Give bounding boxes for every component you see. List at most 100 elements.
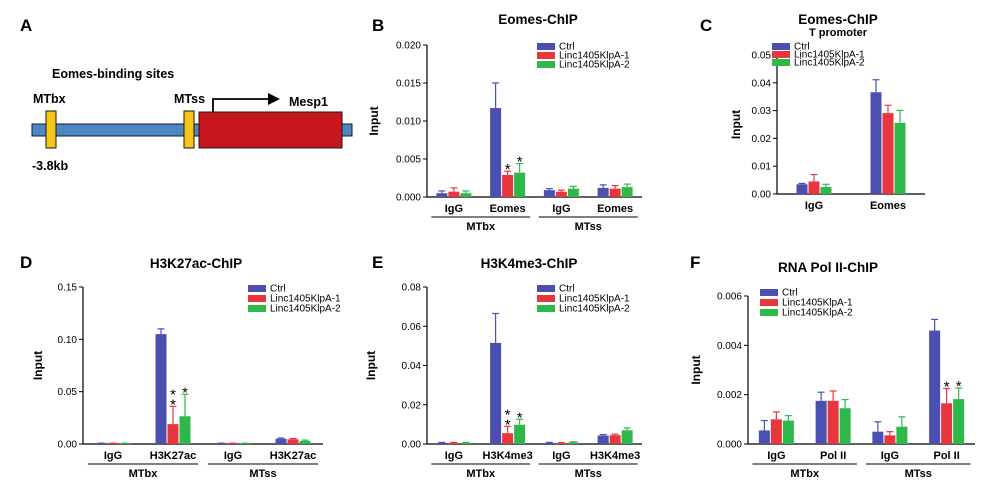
bar xyxy=(609,435,621,444)
bar xyxy=(543,190,555,197)
bar xyxy=(884,435,896,444)
bar xyxy=(815,400,827,444)
legend-swatch xyxy=(248,305,266,312)
legend-label: Linc1405KlpA-2 xyxy=(559,304,630,315)
legend-label: Linc1405KlpA-1 xyxy=(794,50,865,61)
category-label: H3K4me3 xyxy=(590,450,640,462)
category-label: H3K4me3 xyxy=(483,450,533,462)
category-label: Pol II xyxy=(933,450,959,462)
significance-star: * xyxy=(956,378,962,395)
significance-star: * xyxy=(505,161,511,178)
category-label: IgG xyxy=(767,450,785,462)
group-label: MTss xyxy=(905,468,932,480)
group-label: MTss xyxy=(575,221,602,233)
significance-star: * xyxy=(517,409,523,426)
legend-swatch xyxy=(760,309,778,316)
group-label: MTss xyxy=(575,468,602,480)
bar xyxy=(514,424,526,444)
chart-h3k4me3-chip: E H3K4me3-ChIP0.000.020.040.060.08Input**… xyxy=(364,253,642,480)
y-tick-label: 0.00 xyxy=(752,190,772,201)
bar xyxy=(827,400,839,444)
category-label: IgG xyxy=(552,203,570,215)
bar xyxy=(436,443,448,444)
bar xyxy=(167,424,179,444)
bar xyxy=(490,108,502,197)
legend-swatch xyxy=(537,52,555,59)
category-label: IgG xyxy=(224,450,242,462)
chart-title: Eomes-ChIP xyxy=(498,12,578,27)
significance-star: * xyxy=(182,384,188,401)
legend-swatch xyxy=(537,61,555,68)
bar xyxy=(567,188,579,197)
group-label: MTbx xyxy=(790,468,820,480)
y-tick-label: 0.00 xyxy=(402,440,422,451)
bar xyxy=(514,172,526,197)
panel-label: F xyxy=(690,253,700,272)
y-tick-label: 0.10 xyxy=(58,335,78,346)
site-label-mtbx: MTbx xyxy=(33,92,66,106)
significance-star: * xyxy=(505,406,511,423)
chart-title: RNA Pol II-ChIP xyxy=(778,260,878,275)
bar xyxy=(299,440,311,444)
bar xyxy=(758,430,770,444)
y-tick-label: 0.02 xyxy=(402,400,422,411)
legend-label: Linc1405KlpA-1 xyxy=(559,294,630,305)
binding-site-mtss xyxy=(183,110,195,149)
category-label: Eomes xyxy=(597,203,633,215)
significance-star: * xyxy=(944,379,950,396)
group-label: MTss xyxy=(249,468,276,480)
legend-label: Linc1405KlpA-1 xyxy=(782,298,853,309)
distance-label: -3.8kb xyxy=(32,159,68,173)
chart-title: Eomes-ChIP xyxy=(798,12,878,27)
legend-swatch xyxy=(537,295,555,302)
bar xyxy=(820,187,832,194)
y-tick-label: 0.05 xyxy=(58,387,78,398)
chart-h3k27ac-chip: D H3K27ac-ChIP0.000.050.100.15Input***IgG… xyxy=(20,253,341,480)
bar xyxy=(460,193,472,197)
schematic-heading: Eomes-binding sites xyxy=(52,67,174,81)
legend-swatch xyxy=(537,43,555,50)
bar xyxy=(872,431,884,444)
category-label: IgG xyxy=(445,450,463,462)
chart-title: H3K4me3-ChIP xyxy=(481,256,578,271)
bar xyxy=(870,92,882,194)
bar xyxy=(502,174,514,197)
panel-label: B xyxy=(372,16,384,35)
y-axis-label: Input xyxy=(729,110,743,139)
bar xyxy=(155,334,167,444)
category-label: IgG xyxy=(445,203,463,215)
y-tick-label: 0.020 xyxy=(396,41,421,52)
bar xyxy=(502,433,514,444)
y-tick-label: 0.005 xyxy=(396,155,421,166)
y-tick-label: 0.004 xyxy=(717,341,742,352)
group-label: MTbx xyxy=(129,468,159,480)
legend-label: Ctrl xyxy=(559,284,575,295)
y-tick-label: 0.002 xyxy=(717,390,742,401)
chart-eomes-chip-mesp1: B Eomes-ChIP 0.000 0.005 0.010 0.015 0.020 Inpu… xyxy=(367,12,642,233)
legend-swatch xyxy=(772,59,790,66)
category-label: Pol II xyxy=(820,450,846,462)
gene-box xyxy=(198,111,343,149)
bar xyxy=(929,330,941,444)
legend-label: Linc1405KlpA-2 xyxy=(782,308,853,319)
significance-star: * xyxy=(170,386,176,403)
bar xyxy=(782,420,794,444)
category-label: H3K27ac xyxy=(270,450,316,462)
bar xyxy=(567,442,579,444)
chart-rna-pol-ii-chip: F RNA Pol II-ChIP 0.000 0.002 0.004 0.006 Inpu… xyxy=(689,253,975,480)
significance-star: * xyxy=(505,416,511,433)
y-tick-label: 0.01 xyxy=(752,162,772,173)
gene-label: Mesp1 xyxy=(289,95,328,109)
bar xyxy=(796,184,808,194)
y-tick-label: 0.08 xyxy=(402,283,422,294)
binding-site-mtbx xyxy=(45,110,57,149)
bar xyxy=(597,435,609,444)
y-tick-label: 0.015 xyxy=(396,79,421,90)
bar xyxy=(882,113,894,194)
legend-label: Linc1405KlpA-2 xyxy=(794,58,865,69)
category-label: Eomes xyxy=(870,200,906,212)
bar xyxy=(555,191,567,197)
bar xyxy=(609,188,621,197)
legend-label: Linc1405KlpA-1 xyxy=(270,294,341,305)
